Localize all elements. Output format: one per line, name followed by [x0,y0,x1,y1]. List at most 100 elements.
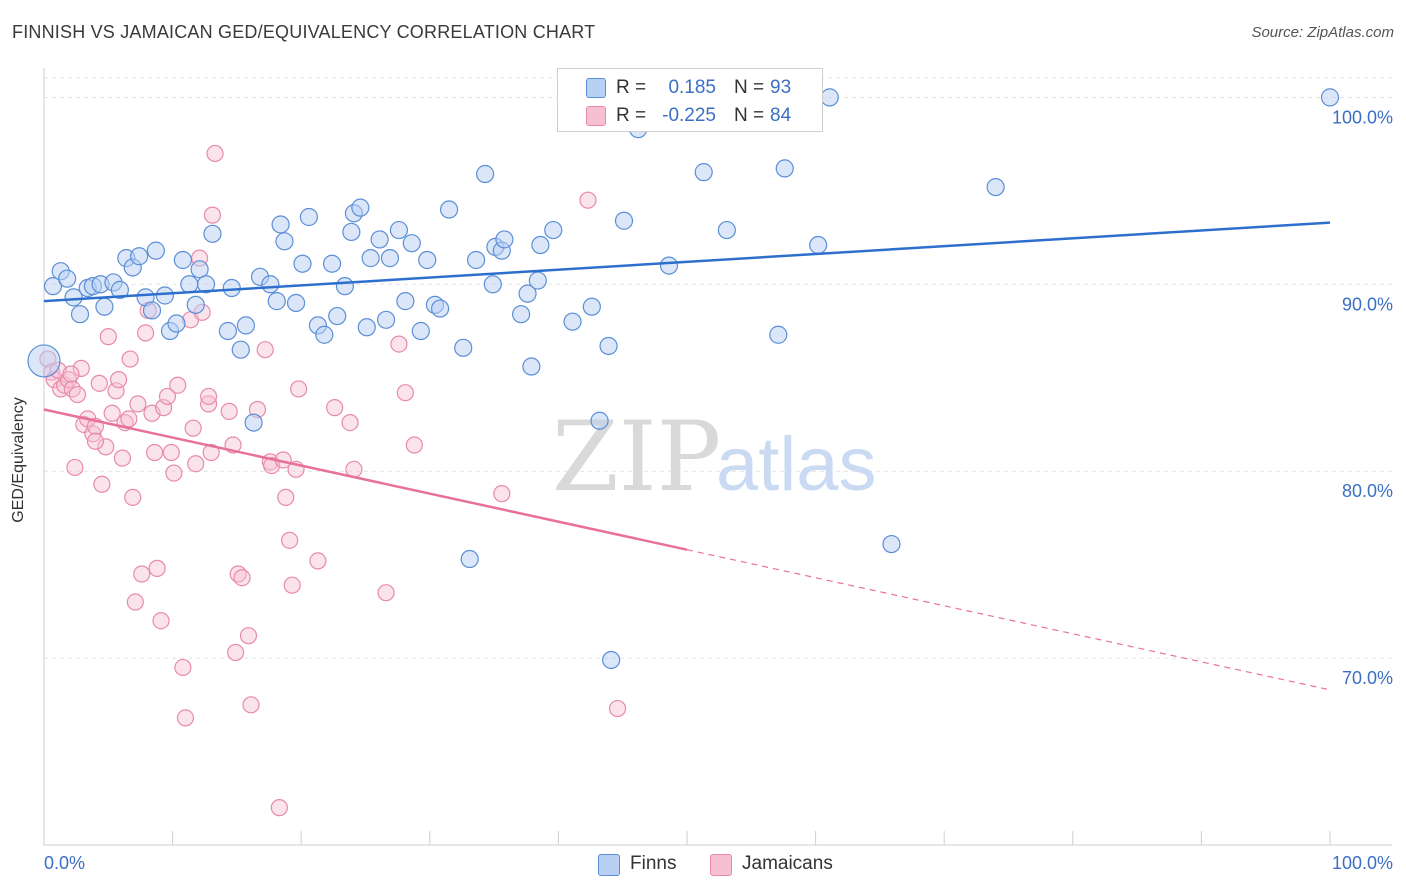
finns-point [70,305,90,324]
finns-point [130,247,149,266]
jamaicans-point [239,627,258,645]
jamaicans-point [220,402,238,420]
finns-point [95,297,114,316]
jamaicans-point [341,413,359,432]
bottom-legend-jamaicans: Jamaicans [710,852,850,876]
jamaicans-point [187,455,205,473]
finns-point [203,224,222,243]
jamaicans-point [270,799,288,817]
finns-point [361,249,380,268]
finns-point [236,316,256,335]
bottom-legend-finns: Finns [598,852,698,876]
jamaicans-swatch [586,106,606,126]
jamaicans-point [165,464,183,482]
finns-point [512,305,531,324]
jamaicans-point [377,584,395,602]
finns-point [315,325,334,344]
finns-point [475,164,495,184]
finns-point [328,306,347,326]
jamaicans-point [405,436,423,454]
finns-point [142,301,162,320]
watermark-atlas: atlas [716,422,877,507]
finns-point [602,650,621,670]
finns-point [614,211,634,230]
finns-point [820,88,839,107]
x-tick-label: 0.0% [44,853,85,873]
bottom-jamaicans-label: Jamaicans [742,853,833,874]
chart-title: FINNISH VS JAMAICAN GED/EQUIVALENCY CORR… [12,22,596,42]
jamaicans-point [493,485,511,503]
finns-point [380,249,400,268]
finns-point [267,292,286,311]
jamaicans-point [290,380,308,398]
bottom-jamaicans-swatch [710,854,732,876]
jamaicans-point [121,350,139,368]
legend-row-jamaicans: R = -0.225 N = 84 [558,101,822,129]
jamaicans-point [120,410,138,428]
finns-point [1320,88,1340,107]
finns-point [190,260,209,279]
finns-point [244,413,263,432]
finns-trend-line [43,221,1331,303]
finns-point [27,344,61,378]
jamaicans-point [145,443,164,462]
jamaicans-point [90,374,108,392]
finns-point [809,235,828,255]
finns-point [58,269,77,288]
jamaicans-point [133,565,151,583]
finns-point [418,250,437,270]
y-tick-label: 100.0% [1332,107,1393,127]
finns-point [271,215,290,234]
jamaicans-point [136,324,155,342]
finns-point [582,297,601,316]
finns-point [64,288,83,307]
jamaicans-point [99,328,117,346]
finns-point [110,280,129,299]
jamaicans-r-value: -0.225 [662,105,716,126]
finns-point [563,312,582,331]
finns-point [659,256,679,275]
jamaicans-point [86,432,105,450]
jamaicans-point [390,335,408,353]
finns-point [299,207,319,227]
finns-points [27,88,1340,670]
tick-labels: 70.0% 80.0% 90.0% 100.0% 0.0% 100.0% [44,107,1393,873]
finns-point [460,549,479,569]
jamaicans-r-label: R = [616,105,647,126]
bottom-finns-label: Finns [630,853,677,874]
jamaicans-n-value: 84 [770,105,792,126]
finns-point [882,534,901,554]
jamaicans-point [169,376,187,394]
jamaicans-point [158,387,177,406]
jamaicans-point [174,658,192,677]
jamaicans-point [162,443,180,462]
finns-point [694,163,713,182]
legend-row-finns: R = 0.185 N = 93 [558,73,822,101]
jamaicans-point [152,612,170,630]
jamaicans-point [202,443,220,462]
finns-point [522,357,541,376]
jamaicans-trend-line [43,408,688,551]
jamaicans-point [113,449,132,467]
finns-point [261,275,280,294]
finns-n-label: N = [734,77,765,98]
jamaicans-point [154,399,173,417]
finns-point [293,254,312,273]
finns-point [196,275,216,294]
y-tick-label: 70.0% [1342,668,1393,688]
jamaicans-point [283,576,301,594]
finns-n-value: 93 [770,77,792,98]
axes [43,68,1392,846]
jamaicans-trend-extension [686,549,1331,691]
bottom-finns-swatch [598,854,620,876]
jamaicans-point [277,488,295,506]
finns-point [351,198,370,217]
finns-point [439,200,459,219]
jamaicans-n-label: N = [734,105,765,126]
finns-point [454,338,473,357]
finns-r-label: R = [616,77,647,98]
finns-point [376,310,396,329]
jamaicans-point [126,593,144,611]
jamaicans-point [396,384,414,402]
